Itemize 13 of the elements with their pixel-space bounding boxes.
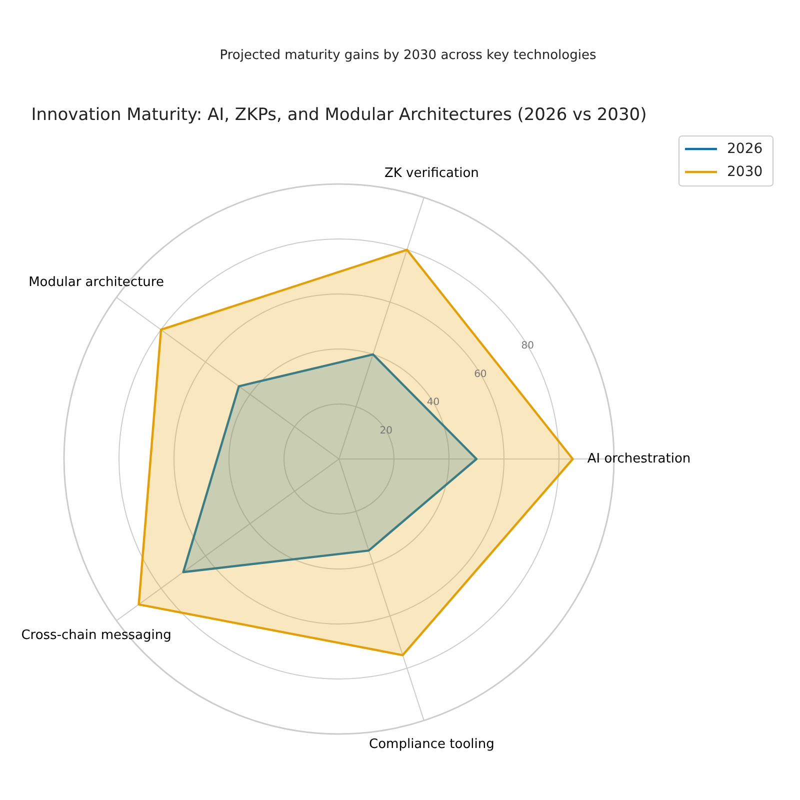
chart-subtitle: Projected maturity gains by 2030 across key technologies — [220, 48, 596, 63]
spoke-label: Modular architecture — [28, 275, 164, 290]
legend-label: 2030 — [727, 164, 763, 180]
chart-title: Innovation Maturity: AI, ZKPs, and Modular Architectures (2026 vs 2030) — [31, 105, 647, 125]
y-tick-label: 40 — [426, 397, 440, 408]
y-tick-label: 60 — [474, 368, 487, 380]
legend-label: 2026 — [727, 140, 763, 157]
spoke-label: Cross-chain messaging — [21, 628, 172, 643]
y-tick-label: 80 — [521, 340, 534, 352]
y-tick-label: 20 — [380, 425, 393, 436]
spoke-label: Compliance tooling — [369, 736, 494, 752]
spoke-label: ZK verification — [384, 166, 479, 182]
spoke-label: AI orchestration — [587, 452, 691, 467]
